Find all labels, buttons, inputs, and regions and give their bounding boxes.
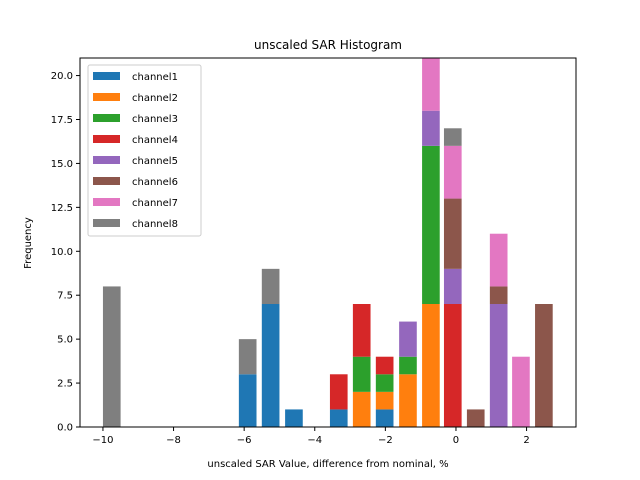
y-axis-ticks: 0.0 2.5 5.0 7.5 10.0 12.5 15.0 17.5 20.0 <box>51 71 80 434</box>
bar-channel8-bin-2 <box>261 268 280 304</box>
legend-label-channel3: channel3 <box>132 114 178 125</box>
plot-area <box>79 57 577 428</box>
y-axis-label: Frequency <box>23 217 34 269</box>
legend-label-channel5: channel5 <box>132 156 178 167</box>
bars-group <box>102 58 553 427</box>
y-tick-label: 7.5 <box>57 291 73 302</box>
bar-channel6-bin-11 <box>489 286 508 304</box>
bar-channel2-bin-6 <box>375 391 394 410</box>
y-tick-label: 17.5 <box>51 115 73 126</box>
bar-channel7-bin-11 <box>489 233 508 287</box>
bar-channel3-bin-8 <box>422 145 440 304</box>
y-tick-label: 0.0 <box>57 423 73 434</box>
y-tick-label: 15.0 <box>51 159 73 170</box>
x-tick-label: 2 <box>523 435 529 446</box>
legend-label-channel1: channel1 <box>132 72 178 83</box>
x-tick-label: −10 <box>92 435 113 446</box>
legend-label-channel2: channel2 <box>132 93 178 104</box>
legend-swatch-channel1 <box>93 72 120 80</box>
x-tick-label: 0 <box>453 435 459 446</box>
legend-label-channel7: channel7 <box>132 198 178 209</box>
bar-channel4-bin-9 <box>443 304 462 427</box>
y-tick-label: 5.0 <box>57 335 73 346</box>
bar-channel8-bin-0 <box>102 286 121 427</box>
bar-channel1-bin-6 <box>375 409 394 427</box>
y-tick-label: 20.0 <box>51 71 73 82</box>
bar-channel1-bin-1 <box>238 374 257 427</box>
bar-channel2-bin-8 <box>422 304 440 427</box>
x-tick-label: −4 <box>307 435 322 446</box>
y-tick-label: 10.0 <box>51 247 73 258</box>
bar-channel5-bin-8 <box>422 110 440 146</box>
legend-swatch-channel8 <box>93 219 120 227</box>
bar-channel5-bin-11 <box>489 304 508 427</box>
bar-channel8-bin-1 <box>238 339 257 375</box>
bar-channel4-bin-6 <box>375 356 394 375</box>
x-axis-label: unscaled SAR Value, difference from nomi… <box>207 459 448 470</box>
bar-channel7-bin-8 <box>422 58 440 111</box>
legend-label-channel6: channel6 <box>132 177 178 188</box>
bar-channel6-bin-9 <box>443 198 462 269</box>
legend-swatch-channel6 <box>93 177 120 185</box>
bar-channel6-bin-10 <box>466 409 485 427</box>
bar-channel1-bin-2 <box>261 304 280 427</box>
legend-swatch-channel3 <box>93 114 120 122</box>
bar-channel4-bin-5 <box>352 304 371 357</box>
bar-channel3-bin-6 <box>375 374 394 392</box>
bar-channel7-bin-12 <box>512 356 530 427</box>
chart-title: unscaled SAR Histogram <box>254 38 402 52</box>
bar-channel3-bin-7 <box>399 356 417 375</box>
x-tick-label: −8 <box>166 435 181 446</box>
y-tick-label: 2.5 <box>57 379 73 390</box>
legend-label-channel8: channel8 <box>132 219 178 230</box>
x-tick-label: −6 <box>237 435 252 446</box>
bar-channel1-bin-3 <box>285 409 303 427</box>
legend-swatch-channel5 <box>93 156 120 164</box>
bar-channel8-bin-9 <box>443 128 462 146</box>
bar-channel2-bin-7 <box>399 374 417 427</box>
plot-frame <box>79 57 577 428</box>
bar-channel5-bin-7 <box>399 321 417 357</box>
bar-channel5-bin-9 <box>443 268 462 304</box>
bar-channel1-bin-4 <box>329 409 348 427</box>
x-axis-ticks: −10 −8 −6 −4 −2 0 2 <box>92 427 530 446</box>
bar-channel7-bin-9 <box>443 145 462 199</box>
legend-swatch-channel4 <box>93 135 120 143</box>
legend-swatch-channel2 <box>93 93 120 101</box>
bar-channel4-bin-4 <box>329 374 348 410</box>
legend-label-channel4: channel4 <box>132 135 178 146</box>
bar-channel6-bin-13 <box>535 304 553 427</box>
legend-box <box>87 64 202 237</box>
x-tick-label: −2 <box>378 435 393 446</box>
legend: channel1 channel2 channel3 channel4 channel5… <box>87 64 202 237</box>
legend-swatch-channel7 <box>93 198 120 206</box>
bar-channel3-bin-5 <box>352 356 371 392</box>
bar-channel2-bin-5 <box>352 391 371 427</box>
y-tick-label: 12.5 <box>51 203 73 214</box>
